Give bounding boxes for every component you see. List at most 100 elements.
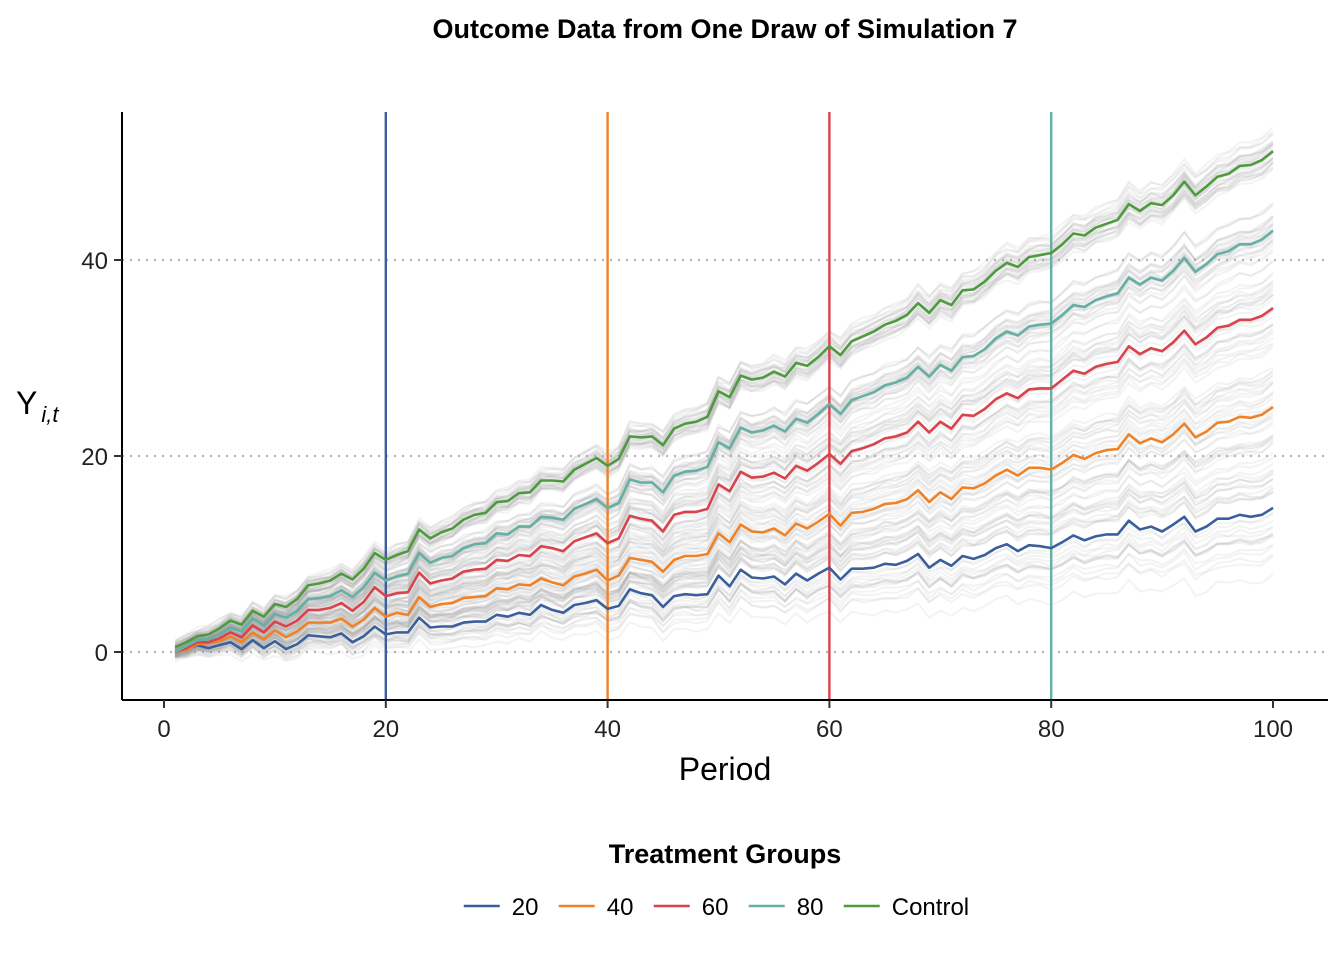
y-axis-title-subscript: i,t — [41, 402, 59, 427]
series-line-40 — [174, 405, 1274, 654]
background-unit-line — [174, 533, 1274, 657]
legend-label-20: 20 — [512, 894, 539, 921]
background-unit-line — [174, 161, 1274, 654]
background-unit-line — [174, 526, 1274, 656]
background-unit-line — [174, 223, 1274, 652]
background-unit-line — [174, 478, 1274, 649]
background-unit-line — [174, 423, 1274, 655]
background-unit-line — [174, 284, 1274, 648]
background-unit-line — [174, 241, 1274, 656]
background-unit-line — [175, 392, 1274, 650]
treatment-period-lines — [384, 112, 1053, 700]
background-unit-line — [174, 202, 1274, 647]
background-unit-line — [174, 237, 1274, 657]
background-unit-line — [175, 573, 1274, 663]
background-unit-line — [174, 473, 1274, 648]
background-unit-line — [174, 526, 1274, 656]
background-unit-line — [174, 281, 1274, 650]
background-unit-line — [174, 250, 1274, 656]
background-unit-line — [174, 157, 1274, 651]
background-unit-line — [174, 271, 1274, 649]
background-unit-line — [174, 279, 1274, 651]
series-lines — [174, 150, 1274, 654]
x-axis-title: Period — [679, 751, 772, 787]
background-unit-line — [174, 369, 1274, 650]
background-unit-line — [174, 315, 1274, 655]
background-unit-line — [174, 215, 1274, 652]
background-unit-line — [174, 545, 1274, 660]
background-unit-line — [175, 393, 1274, 652]
background-unit-line — [174, 292, 1274, 650]
background-unit-line — [174, 165, 1274, 653]
background-unit-line — [174, 484, 1274, 652]
background-unit-line — [174, 240, 1274, 657]
background-unit-line — [174, 323, 1274, 657]
background-unit-line — [174, 130, 1274, 643]
background-unit-line — [174, 162, 1274, 652]
background-unit-line — [174, 371, 1274, 649]
background-unit-line — [174, 215, 1274, 650]
background-unit-line — [174, 298, 1274, 654]
background-unit-line — [174, 435, 1274, 658]
background-unit-line — [174, 366, 1274, 648]
background-unit-line — [174, 162, 1274, 654]
background-unit-line — [174, 381, 1274, 649]
background-unit-line — [174, 487, 1274, 651]
x-tick-label-60: 60 — [816, 716, 843, 743]
background-unit-line — [175, 413, 1274, 654]
background-unit-line — [174, 203, 1274, 649]
background-unit-line — [174, 381, 1274, 651]
y-axis-title-main: Y — [16, 385, 37, 421]
x-tick-label-100: 100 — [1253, 716, 1293, 743]
background-unit-line — [174, 477, 1274, 650]
background-unit-line — [174, 531, 1274, 656]
background-unit-line — [174, 411, 1274, 655]
background-unit-line — [174, 223, 1274, 653]
background-unit-line — [174, 337, 1274, 658]
background-unit-line — [174, 289, 1274, 652]
background-unit-line — [174, 143, 1274, 647]
y-tick-label-0: 0 — [95, 640, 108, 667]
background-unit-line — [174, 294, 1274, 650]
background-unit-line — [174, 382, 1274, 650]
background-unit-line — [174, 156, 1274, 649]
background-unit-line — [174, 248, 1274, 657]
background-unit-line — [174, 158, 1274, 651]
x-tick-label-20: 20 — [372, 716, 399, 743]
background-unit-line — [175, 435, 1274, 656]
background-unit-line — [174, 140, 1274, 646]
background-unit-line — [174, 469, 1274, 650]
series-line-80 — [174, 229, 1274, 654]
x-tick-label-40: 40 — [594, 716, 621, 743]
y-axis-ticks: 0 20 40 — [81, 248, 122, 667]
background-unit-line — [174, 216, 1274, 650]
background-unit-line — [175, 553, 1274, 660]
x-tick-label-0: 0 — [157, 716, 170, 743]
background-unit-line — [174, 274, 1274, 649]
background-unit-line — [174, 330, 1274, 657]
gridlines — [122, 258, 1328, 654]
background-unit-line — [174, 167, 1274, 654]
x-tick-label-80: 80 — [1038, 716, 1065, 743]
legend-label-80: 80 — [797, 894, 824, 921]
background-unit-line — [174, 345, 1274, 660]
background-unit-line — [174, 512, 1274, 655]
background-unit-line — [174, 491, 1274, 652]
y-tick-label-20: 20 — [81, 444, 108, 471]
background-unit-line — [174, 374, 1274, 648]
background-unit-line — [174, 471, 1274, 648]
legend-title: Treatment Groups — [609, 839, 842, 869]
background-unit-line — [174, 323, 1274, 657]
axes — [121, 112, 1328, 701]
background-unit-line — [174, 415, 1274, 654]
y-tick-label-40: 40 — [81, 248, 108, 275]
background-unit-line — [175, 402, 1274, 653]
background-unit-line — [174, 133, 1274, 641]
background-unit-line — [174, 204, 1274, 646]
background-unit-line — [174, 379, 1274, 651]
background-unit-line — [174, 132, 1274, 643]
background-unit-line — [174, 478, 1274, 649]
background-unit-line — [174, 438, 1274, 659]
